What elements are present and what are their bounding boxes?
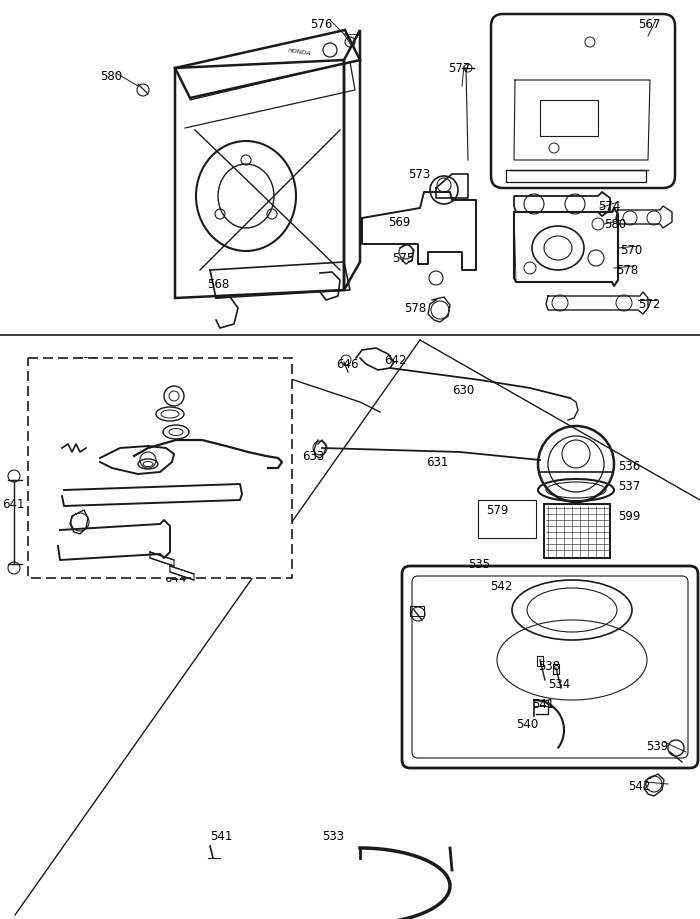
- Text: 640: 640: [36, 444, 58, 457]
- Text: 577: 577: [448, 62, 470, 75]
- Text: 533: 533: [322, 830, 344, 843]
- Text: 540: 540: [516, 718, 538, 731]
- Text: 534: 534: [548, 678, 570, 691]
- Text: HONDA: HONDA: [288, 48, 312, 56]
- Text: 645: 645: [46, 516, 69, 529]
- Text: 578: 578: [616, 264, 638, 277]
- Text: 636: 636: [72, 416, 94, 429]
- Bar: [28, 358, 292, 578]
- Text: 646: 646: [336, 358, 358, 371]
- Text: 574: 574: [598, 200, 620, 213]
- Text: 634: 634: [178, 454, 200, 467]
- Text: 638: 638: [58, 462, 80, 475]
- Text: 643: 643: [72, 400, 94, 413]
- Bar: [540, 100, 598, 136]
- Text: 639: 639: [148, 556, 170, 569]
- Text: 637: 637: [46, 534, 69, 547]
- Text: 578: 578: [404, 302, 426, 315]
- Text: 599: 599: [618, 510, 640, 523]
- Text: 630: 630: [452, 384, 475, 397]
- Text: 570: 570: [620, 244, 643, 257]
- Text: 569: 569: [388, 216, 410, 229]
- Text: 632: 632: [224, 384, 246, 397]
- Text: 535: 535: [468, 558, 490, 571]
- Text: 580: 580: [604, 218, 626, 231]
- Text: 538: 538: [538, 660, 560, 673]
- Text: 579: 579: [486, 504, 508, 517]
- Text: 644: 644: [164, 572, 186, 585]
- Text: 541: 541: [532, 698, 554, 711]
- Text: 568: 568: [207, 278, 229, 291]
- Text: 573: 573: [408, 168, 430, 181]
- Text: 539: 539: [646, 740, 668, 753]
- Text: 642: 642: [384, 354, 407, 367]
- Text: 572: 572: [638, 298, 660, 311]
- Text: 542: 542: [628, 780, 650, 793]
- Text: 631: 631: [426, 456, 449, 469]
- Text: 629: 629: [75, 356, 97, 369]
- Bar: [544, 504, 610, 558]
- Text: 635: 635: [72, 432, 94, 445]
- Bar: [478, 500, 536, 538]
- Text: 576: 576: [310, 18, 332, 31]
- Text: 641: 641: [2, 498, 25, 511]
- Text: 542: 542: [490, 580, 512, 593]
- Text: 537: 537: [618, 480, 640, 493]
- Text: 580: 580: [100, 70, 122, 83]
- Text: 536: 536: [618, 460, 640, 473]
- Text: 567: 567: [638, 18, 660, 31]
- Text: 541: 541: [210, 830, 232, 843]
- Text: 575: 575: [392, 252, 414, 265]
- Text: 633: 633: [302, 450, 324, 463]
